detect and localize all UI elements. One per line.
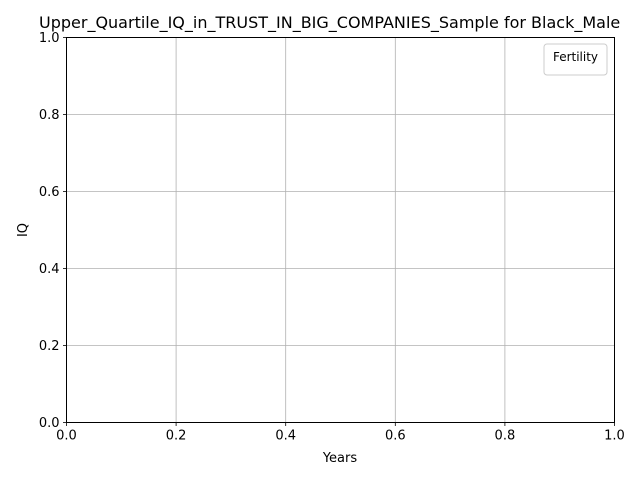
x-tick-label: 0.6 [385, 429, 406, 444]
y-tick-label: 0.6 [39, 185, 60, 200]
y-tick-label: 1.0 [39, 31, 60, 46]
chart-title: Upper_Quartile_IQ_in_TRUST_IN_BIG_COMPAN… [39, 13, 620, 33]
legend-box [543, 43, 608, 76]
x-tick-label: 0.0 [56, 429, 77, 444]
x-tick-label: 0.8 [495, 429, 516, 444]
x-tick-label: 0.2 [166, 429, 187, 444]
legend-title: Fertility [553, 50, 598, 64]
x-tick-label: 0.4 [275, 429, 296, 444]
y-tick-label: 0.0 [39, 416, 60, 431]
plot-frame [66, 37, 615, 423]
y-axis-label: IQ [16, 223, 31, 237]
y-tick-label: 0.2 [39, 339, 60, 354]
y-axis-ticks: 0.0 0.2 0.4 0.6 0.8 1.0 [39, 31, 67, 431]
x-tick-label: 1.0 [604, 429, 625, 444]
grid-lines [66, 37, 615, 423]
y-tick-label: 0.4 [39, 262, 60, 277]
y-tick-label: 0.8 [39, 108, 60, 123]
x-axis-label: Years [322, 451, 358, 466]
legend: Fertility [543, 43, 608, 76]
x-axis-ticks: 0.0 0.2 0.4 0.6 0.8 1.0 [56, 422, 625, 444]
